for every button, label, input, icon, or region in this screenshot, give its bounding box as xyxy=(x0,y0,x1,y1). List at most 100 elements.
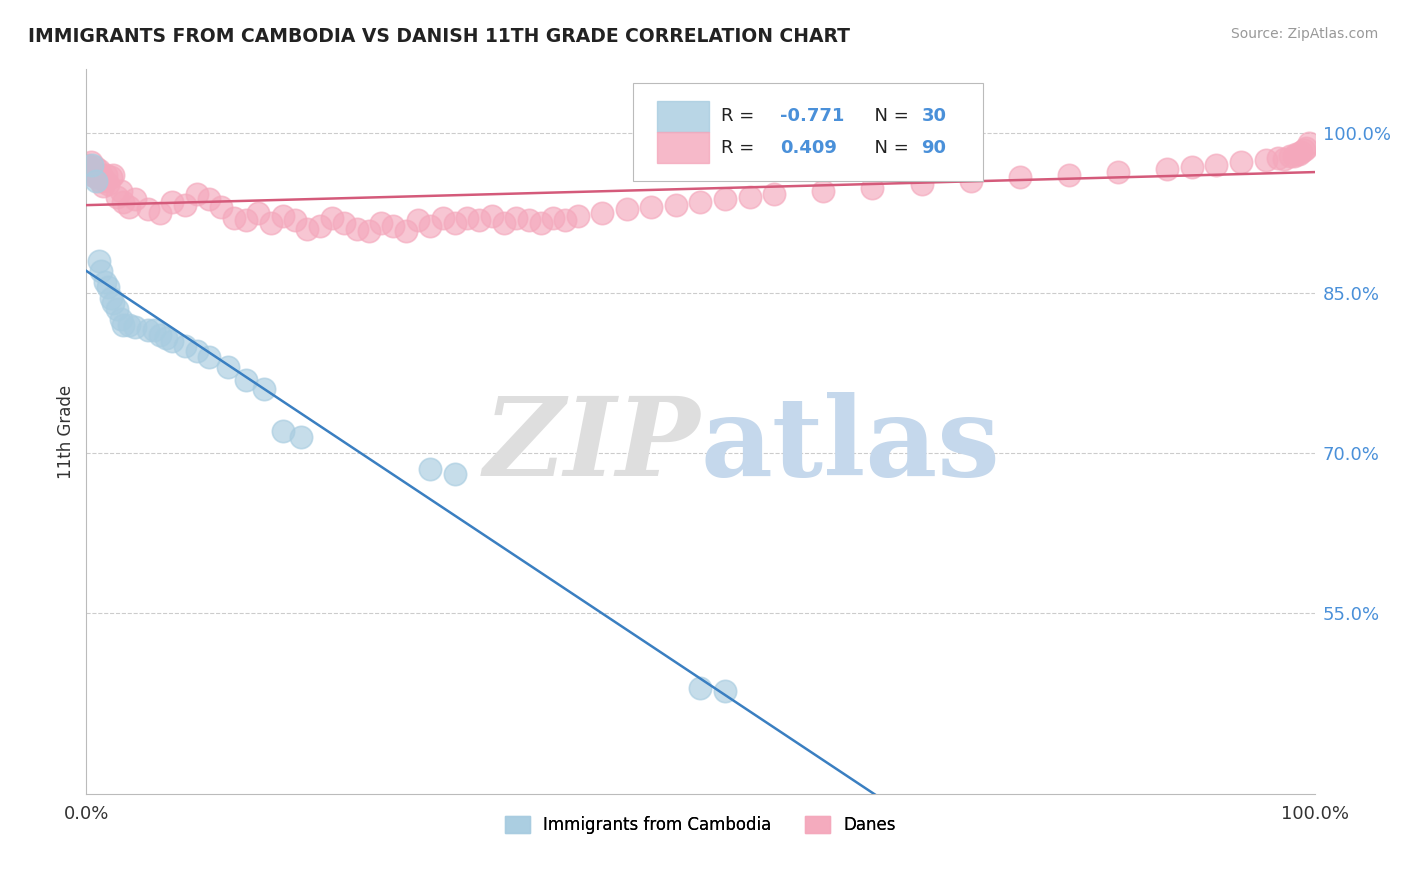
Point xyxy=(665,198,688,212)
Point xyxy=(1288,147,1310,161)
Point xyxy=(110,184,132,198)
Text: Source: ZipAtlas.com: Source: ZipAtlas.com xyxy=(1230,27,1378,41)
Point xyxy=(443,216,465,230)
Point xyxy=(90,264,112,278)
Text: IMMIGRANTS FROM CAMBODIA VS DANISH 11TH GRADE CORRELATION CHART: IMMIGRANTS FROM CAMBODIA VS DANISH 11TH … xyxy=(28,27,851,45)
Point xyxy=(100,291,122,305)
Point xyxy=(406,213,429,227)
Point xyxy=(222,211,245,225)
Point xyxy=(1008,170,1031,185)
Point xyxy=(100,170,122,185)
Point xyxy=(82,168,104,182)
Point xyxy=(284,213,307,227)
Point xyxy=(321,211,343,225)
Point xyxy=(517,213,540,227)
Text: N =: N = xyxy=(863,107,914,126)
Point xyxy=(763,187,786,202)
Point xyxy=(1289,145,1312,159)
Point xyxy=(90,168,112,182)
Point xyxy=(173,198,195,212)
Point xyxy=(616,202,638,217)
Point xyxy=(1267,151,1289,165)
Point xyxy=(1298,136,1320,151)
Point xyxy=(640,200,662,214)
Point xyxy=(419,462,441,476)
Point xyxy=(110,312,132,326)
Point xyxy=(1254,153,1277,168)
Point xyxy=(217,360,239,375)
Point xyxy=(370,216,392,230)
Point xyxy=(198,350,221,364)
Point xyxy=(93,173,115,187)
Point xyxy=(253,382,276,396)
Point xyxy=(77,160,100,174)
Point xyxy=(862,181,884,195)
FancyBboxPatch shape xyxy=(658,132,709,163)
Text: 0.409: 0.409 xyxy=(780,138,837,157)
Point xyxy=(84,170,107,185)
Point xyxy=(89,173,111,187)
Point xyxy=(1057,168,1080,182)
Point xyxy=(87,162,110,177)
Point xyxy=(84,173,107,187)
Point xyxy=(118,318,141,332)
Text: -0.771: -0.771 xyxy=(780,107,845,126)
Point xyxy=(162,194,184,209)
Point xyxy=(80,155,103,169)
Point xyxy=(97,280,120,294)
Point xyxy=(83,165,105,179)
Point xyxy=(382,219,405,234)
Point xyxy=(290,430,312,444)
Point xyxy=(308,219,330,234)
Point xyxy=(93,178,115,193)
Point xyxy=(1285,147,1308,161)
Point xyxy=(124,319,146,334)
Point xyxy=(492,216,515,230)
Point xyxy=(271,209,294,223)
Point xyxy=(103,168,125,182)
Point xyxy=(186,187,208,202)
Point xyxy=(346,221,368,235)
Point xyxy=(259,216,281,230)
Point xyxy=(591,205,613,219)
Point xyxy=(456,211,478,225)
Point xyxy=(76,158,98,172)
Point xyxy=(505,211,527,225)
Point xyxy=(105,301,128,316)
Point xyxy=(186,344,208,359)
Text: ZIP: ZIP xyxy=(484,392,700,500)
Point xyxy=(297,221,319,235)
Point xyxy=(481,209,503,223)
Point xyxy=(813,184,835,198)
Point xyxy=(93,275,115,289)
Point xyxy=(1156,161,1178,176)
Point xyxy=(567,209,589,223)
Point xyxy=(136,202,159,217)
Point xyxy=(395,224,418,238)
Point xyxy=(554,213,576,227)
Text: 30: 30 xyxy=(921,107,946,126)
Point xyxy=(209,200,232,214)
Point xyxy=(155,330,177,344)
Point xyxy=(419,219,441,234)
Point xyxy=(94,168,117,182)
Point xyxy=(1295,140,1317,154)
Point xyxy=(87,253,110,268)
Point xyxy=(541,211,564,225)
Point xyxy=(443,467,465,482)
FancyBboxPatch shape xyxy=(633,83,983,181)
Point xyxy=(103,296,125,310)
Text: 90: 90 xyxy=(921,138,946,157)
FancyBboxPatch shape xyxy=(658,101,709,132)
Legend: Immigrants from Cambodia, Danes: Immigrants from Cambodia, Danes xyxy=(499,809,903,840)
Point xyxy=(1279,149,1302,163)
Point xyxy=(1272,153,1295,167)
Point xyxy=(333,216,356,230)
Point xyxy=(235,373,257,387)
Point xyxy=(738,189,761,203)
Point xyxy=(82,158,104,172)
Point xyxy=(959,173,981,187)
Text: N =: N = xyxy=(863,138,914,157)
Point xyxy=(235,213,257,227)
Point xyxy=(714,683,737,698)
